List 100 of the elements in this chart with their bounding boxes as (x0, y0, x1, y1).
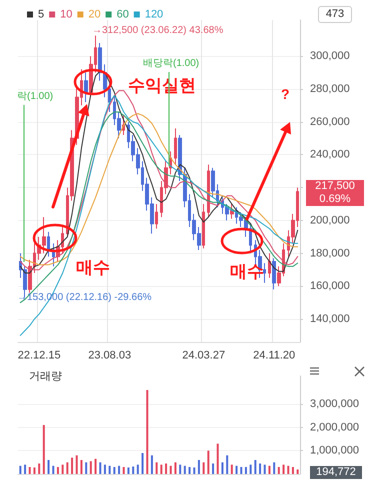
bar (150, 455, 153, 474)
legend-label: 60 (116, 8, 129, 20)
bar (287, 466, 290, 474)
y-tick-label: 160,000 (310, 280, 350, 292)
bar (38, 464, 40, 474)
legend-label: 5 (38, 8, 44, 20)
bar (202, 462, 205, 474)
bar (28, 467, 31, 474)
bar (156, 462, 158, 474)
bar (108, 466, 111, 474)
candlestick (47, 231, 50, 258)
x-tick-label: 24.11.20 (253, 350, 296, 362)
bar (90, 461, 92, 474)
bar (236, 466, 238, 474)
annotation: →312,500 (23.06.22) 43.68% (92, 25, 224, 36)
text: 0.69% (306, 193, 364, 206)
bar (99, 462, 102, 474)
annotation: ? (281, 86, 290, 102)
bar (198, 460, 200, 474)
bar (71, 458, 74, 474)
y-tick-label: 240,000 (310, 148, 350, 161)
candlestick (230, 204, 234, 220)
bar (212, 464, 214, 474)
bar (259, 464, 262, 474)
bar (132, 466, 134, 474)
bar (254, 460, 256, 474)
x-tick-label: 23.08.03 (88, 350, 132, 362)
bar (240, 467, 242, 474)
bar (179, 464, 182, 474)
annotation: 배당락(1.00) (143, 58, 200, 70)
bar (250, 464, 252, 474)
text: 217,500 (306, 180, 364, 193)
legend-label: 10 (60, 8, 72, 20)
bar (104, 464, 106, 474)
annotation: 락(1.00) (17, 91, 54, 102)
legend-label: 120 (144, 8, 164, 20)
candlestick (84, 72, 88, 103)
x-tick-label: 24.03.27 (182, 350, 226, 362)
bar (80, 460, 82, 474)
line-series (20, 112, 298, 304)
bar (296, 469, 299, 474)
candlestick (263, 262, 266, 284)
bar (76, 455, 78, 474)
bar (33, 467, 36, 474)
bar (216, 444, 219, 474)
bar (170, 466, 172, 474)
candlestick (174, 128, 177, 166)
bar (19, 466, 22, 474)
bar (42, 425, 45, 474)
bar (66, 462, 68, 474)
chart-title: 거래량 (29, 370, 62, 382)
y-tick-label: 200,000 (310, 214, 350, 226)
annotation: 매수 (76, 258, 110, 278)
text: 473 (318, 6, 352, 23)
bar (244, 467, 247, 474)
bar (165, 464, 168, 474)
bar (230, 464, 233, 474)
bar (273, 462, 276, 474)
y-tick-label: 300,000 (310, 50, 350, 62)
y-tick-label: 260,000 (310, 116, 350, 128)
bar (188, 467, 191, 474)
candlestick (202, 204, 205, 249)
x-tick-label: 22.12.15 (18, 350, 61, 362)
bar (48, 460, 50, 474)
bar (142, 453, 144, 474)
candlestick (268, 252, 271, 278)
bar (113, 467, 116, 474)
y-tick-label: 3,000,000 (310, 398, 359, 410)
y-tick-label: 1,000,000 (310, 444, 359, 457)
bar (221, 462, 224, 474)
y-tick-label: 2,000,000 (310, 421, 359, 434)
bar (268, 466, 270, 474)
bar (226, 455, 228, 474)
bar (85, 462, 88, 474)
bar (264, 464, 266, 474)
bar (24, 464, 26, 474)
candlestick (98, 42, 102, 82)
bar (94, 458, 97, 474)
bar (52, 466, 54, 474)
text: 194,772 (310, 466, 362, 479)
bar (122, 467, 125, 474)
bar (207, 450, 210, 474)
bar (62, 464, 64, 474)
bar (136, 464, 139, 474)
candlestick (155, 204, 158, 230)
candlestick (272, 258, 276, 290)
bar (146, 390, 148, 474)
y-tick-label: 280,000 (310, 83, 350, 95)
bar (278, 467, 280, 474)
bar (193, 467, 196, 474)
legend-label: 20 (88, 8, 101, 20)
y-tick-label: 140,000 (310, 313, 350, 325)
bar (174, 462, 176, 474)
bar (56, 467, 59, 474)
bar (184, 466, 186, 474)
y-tick-label: 180,000 (310, 247, 350, 260)
bar (292, 467, 294, 474)
bar (160, 464, 162, 474)
bar (118, 466, 120, 474)
bar (282, 464, 285, 474)
